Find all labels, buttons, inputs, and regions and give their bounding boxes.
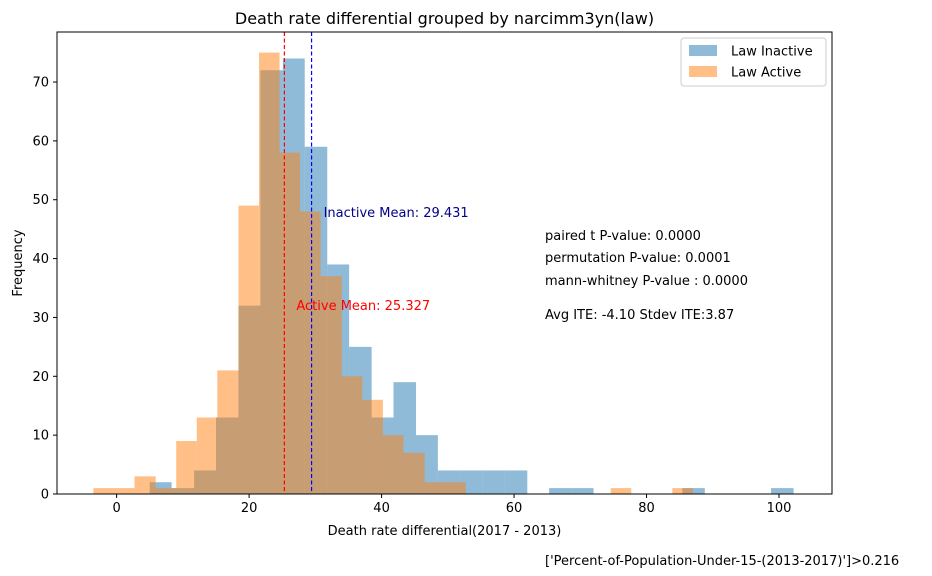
bar-law-inactive-15 — [482, 470, 505, 494]
y-tick-label: 30 — [32, 311, 49, 326]
mean-label-law-inactive: Inactive Mean: 29.431 — [324, 206, 469, 221]
x-tick-label: 40 — [373, 501, 390, 516]
y-axis-ticks: 0 10 20 30 40 50 60 70 — [32, 76, 57, 503]
legend-box — [680, 37, 827, 87]
bar-law-inactive-24 — [682, 488, 705, 494]
legend-swatch-law-inactive — [689, 45, 717, 56]
bar-law-active-4 — [176, 441, 197, 494]
bar-law-active-2 — [134, 476, 156, 494]
bar-law-active-12 — [341, 376, 363, 494]
bars-layer — [93, 52, 794, 495]
plot-frame — [56, 31, 833, 495]
bar-law-active-6 — [217, 370, 239, 494]
y-tick-label: 70 — [32, 76, 49, 91]
bar-law-active-7 — [238, 205, 260, 494]
y-tick-label: 20 — [32, 370, 49, 385]
bar-law-active-14 — [382, 435, 404, 494]
legend-swatch-law-active — [689, 66, 717, 77]
legend-label-law-inactive: Law Inactive — [731, 45, 813, 60]
legend: Law Inactive Law Active — [680, 37, 827, 87]
bar-law-active-28 — [672, 488, 693, 494]
y-tick-label: 10 — [32, 429, 49, 444]
y-tick-label: 40 — [32, 252, 49, 267]
bar-law-active-9 — [279, 152, 301, 494]
bar-law-active-10 — [300, 211, 321, 495]
bar-law-active-13 — [362, 399, 383, 494]
bar-law-active-11 — [320, 276, 342, 494]
bar-law-active-1 — [113, 488, 135, 494]
y-axis-label: Frequency — [11, 229, 26, 296]
footnote: ['Percent-of-Population-Under-15-(2013-2… — [545, 554, 899, 569]
bar-law-active-5 — [196, 417, 218, 494]
x-tick-label: 100 — [767, 501, 792, 516]
y-tick-label: 60 — [32, 134, 49, 149]
x-tick-label: 80 — [638, 501, 655, 516]
legend-label-law-active: Law Active — [731, 66, 801, 81]
stats-annotations: paired t P-value: 0.0000 permutation P-va… — [545, 229, 748, 323]
bar-law-active-15 — [403, 452, 425, 494]
bar-law-inactive-16 — [504, 470, 528, 494]
mean-label-law-active: Active Mean: 25.327 — [296, 299, 430, 314]
bar-law-inactive-19 — [571, 488, 594, 494]
x-tick-label: 60 — [506, 501, 523, 516]
bar-law-inactive-14 — [460, 470, 483, 494]
x-axis-ticks: 0 20 40 60 80 100 — [112, 494, 791, 516]
bar-law-active-16 — [424, 482, 446, 494]
y-tick-label: 50 — [32, 193, 49, 208]
mean-lines-layer: Inactive Mean: 29.431 Active Mean: 25.327 — [283, 32, 469, 494]
bar-law-active-25 — [610, 488, 632, 494]
bar-law-active-3 — [155, 488, 177, 494]
stats-annotation: Avg ITE: -4.10 Stdev ITE:3.87 — [545, 308, 734, 323]
x-tick-label: 20 — [241, 501, 258, 516]
x-axis-label: Death rate differential(2017 - 2013) — [328, 524, 562, 539]
bar-law-active-8 — [259, 52, 280, 494]
stats-annotation: permutation P-value: 0.0001 — [545, 251, 731, 266]
y-tick-label: 0 — [41, 488, 49, 503]
bar-law-active-17 — [445, 482, 466, 494]
x-tick-label: 0 — [112, 501, 120, 516]
bar-law-inactive-18 — [549, 488, 572, 494]
chart-title: Death rate differential grouped by narci… — [235, 9, 654, 28]
stats-annotation: paired t P-value: 0.0000 — [545, 229, 701, 244]
stats-annotation: mann-whitney P-value : 0.0000 — [545, 274, 748, 289]
bar-law-inactive-28 — [771, 488, 794, 494]
bar-law-active-0 — [93, 488, 114, 494]
